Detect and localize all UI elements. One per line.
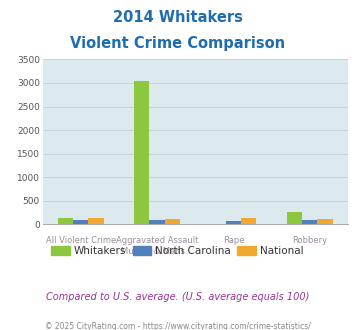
Bar bbox=[226, 221, 241, 224]
Text: Murder & Mans...: Murder & Mans... bbox=[121, 248, 193, 256]
Text: All Violent Crime: All Violent Crime bbox=[46, 236, 116, 245]
Bar bbox=[241, 218, 256, 224]
Bar bbox=[302, 220, 317, 224]
Text: Robbery: Robbery bbox=[292, 236, 327, 245]
Bar bbox=[58, 218, 73, 224]
Text: 2014 Whitakers: 2014 Whitakers bbox=[113, 10, 242, 25]
Text: Violent Crime Comparison: Violent Crime Comparison bbox=[70, 36, 285, 51]
Text: © 2025 CityRating.com - https://www.cityrating.com/crime-statistics/: © 2025 CityRating.com - https://www.city… bbox=[45, 322, 310, 330]
Bar bbox=[134, 81, 149, 224]
Text: Rape: Rape bbox=[223, 236, 244, 245]
Bar bbox=[287, 212, 302, 224]
Bar bbox=[149, 220, 165, 224]
Text: Aggravated Assault: Aggravated Assault bbox=[116, 236, 198, 245]
Bar bbox=[73, 220, 88, 224]
Bar bbox=[317, 219, 333, 224]
Legend: Whitakers, North Carolina, National: Whitakers, North Carolina, National bbox=[47, 242, 308, 260]
Bar bbox=[165, 219, 180, 224]
Bar bbox=[88, 218, 104, 224]
Text: Compared to U.S. average. (U.S. average equals 100): Compared to U.S. average. (U.S. average … bbox=[46, 292, 309, 302]
